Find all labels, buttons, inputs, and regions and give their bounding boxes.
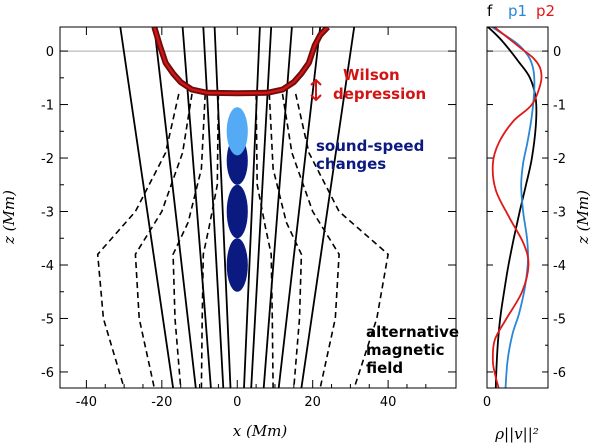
field-label-line1: alternative <box>366 323 459 341</box>
legend-p2: p2 <box>536 2 555 20</box>
wilson-depression-curve-group <box>151 27 330 97</box>
side-y-tick-label: 0 <box>553 45 561 60</box>
dashed-field-line-11 <box>96 93 180 388</box>
solid-field-line-6 <box>243 27 261 388</box>
sound-speed-blob-3 <box>226 184 248 239</box>
legend-p1: p1 <box>508 2 527 20</box>
side-y-tick-label: -1 <box>553 99 566 114</box>
dashed-field-line-13 <box>172 93 206 388</box>
sound-speed-label-line2: changes <box>316 155 386 173</box>
main-x-tick-label: 40 <box>380 395 397 410</box>
side-y-tick-label: -4 <box>553 259 566 274</box>
field-lines-group <box>96 27 389 388</box>
side-y-axis-title: z (Mm) <box>574 190 592 245</box>
field-label-line2: magnetic <box>366 341 445 359</box>
side-x-axis-title: ρ||v||² <box>494 425 539 443</box>
wilson-label-line2: depression <box>333 85 426 103</box>
wilson-depression-curve <box>153 27 329 95</box>
solid-field-line-9 <box>277 27 322 388</box>
main-x-tick-label: -40 <box>76 395 97 410</box>
side-panel: 0 -1 -2 -3 -4 -5 -6 0 f p1 p2 ρ||v||² z (Mm) <box>483 2 592 443</box>
sound-speed-blob-1 <box>226 107 248 156</box>
wilson-arrow-icon <box>310 78 322 102</box>
side-x-tick-label: 0 <box>483 395 491 410</box>
main-x-tick-label: 0 <box>233 395 241 410</box>
main-y-tick-label: -5 <box>41 312 54 327</box>
solid-field-line-5 <box>213 27 232 388</box>
main-y-tick-label: 0 <box>46 45 54 60</box>
solid-field-line-2 <box>153 27 197 388</box>
field-label-line3: field <box>366 359 403 377</box>
main-panel: -40 -20 0 20 40 0 -1 -2 -3 -4 -5 -6 Wilson depressi… <box>0 26 459 440</box>
legend-f: f <box>487 2 493 20</box>
main-plot-frame <box>59 26 457 389</box>
main-y-tick-label: -6 <box>41 366 54 381</box>
wilson-label-line1: Wilson <box>343 66 400 84</box>
sound-speed-blob-4 <box>226 238 248 292</box>
main-axis-ticks: -40 -20 0 20 40 0 -1 -2 -3 -4 -5 -6 <box>41 27 456 410</box>
side-y-tick-label: -3 <box>553 206 566 221</box>
solid-field-line-1 <box>119 27 174 388</box>
main-y-tick-label: -3 <box>41 206 54 221</box>
side-plot-frame <box>486 26 549 389</box>
side-series-group <box>487 27 543 388</box>
side-y-tick-label: -6 <box>553 366 566 381</box>
side-axis-ticks: 0 -1 -2 -3 -4 -5 -6 0 <box>483 45 566 410</box>
side-y-tick-label: -2 <box>553 152 566 167</box>
dashed-field-line-18 <box>294 93 389 388</box>
main-y-axis-title: z (Mm) <box>0 190 18 245</box>
main-y-tick-label: -2 <box>41 152 54 167</box>
dashed-field-line-15 <box>255 93 274 388</box>
side-series-p2-line <box>491 27 543 388</box>
main-y-tick-label: -1 <box>41 99 54 114</box>
main-x-tick-label: 20 <box>304 395 321 410</box>
side-y-tick-label: -5 <box>553 312 566 327</box>
dashed-field-line-14 <box>200 93 220 388</box>
solid-field-line-10 <box>300 27 356 388</box>
main-x-axis-title: x (Mm) <box>233 422 288 440</box>
main-y-tick-label: -4 <box>41 259 54 274</box>
side-series-p1-line <box>491 27 536 388</box>
main-x-tick-label: -20 <box>151 395 172 410</box>
sound-speed-blobs-group <box>226 107 248 292</box>
dashed-field-line-16 <box>268 93 303 388</box>
sound-speed-label-line1: sound-speed <box>316 137 424 155</box>
